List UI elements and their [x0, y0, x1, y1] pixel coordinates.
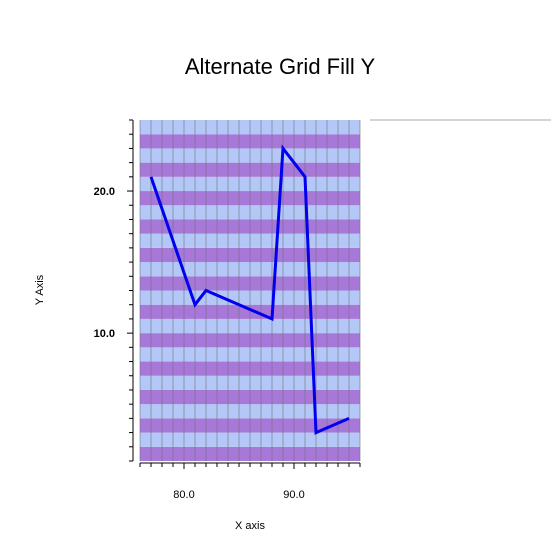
x-tick-label: 90.0 — [283, 489, 304, 501]
tick-labels: 10.0 20.0 80.0 90.0 — [94, 186, 305, 501]
x-tick-label: 80.0 — [173, 489, 194, 501]
grid-lines — [139, 120, 361, 461]
series-line — [149, 144, 350, 435]
chart-title: Alternate Grid Fill Y — [185, 54, 376, 79]
y-tick-label: 20.0 — [94, 186, 115, 198]
x-axis-label: X axis — [235, 520, 265, 532]
y-axis-label: Y Axis — [34, 274, 46, 305]
series-group — [149, 144, 350, 435]
axes — [127, 119, 361, 469]
y-tick-label: 10.0 — [94, 328, 115, 340]
